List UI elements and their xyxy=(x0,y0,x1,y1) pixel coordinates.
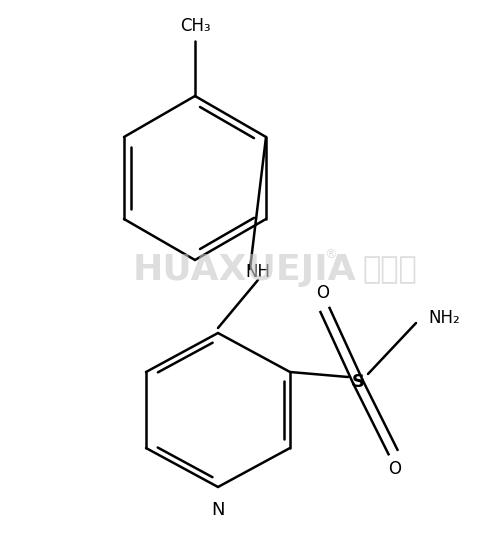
Text: HUAXUEJIA: HUAXUEJIA xyxy=(132,253,356,287)
Text: ®: ® xyxy=(324,249,336,262)
Text: O: O xyxy=(388,460,402,478)
Text: CH₃: CH₃ xyxy=(180,17,210,35)
Text: N: N xyxy=(211,501,225,519)
Text: 化学加: 化学加 xyxy=(363,255,417,284)
Text: NH₂: NH₂ xyxy=(428,309,460,327)
Text: O: O xyxy=(317,284,329,302)
Text: S: S xyxy=(351,373,365,391)
Text: NH: NH xyxy=(245,263,270,281)
